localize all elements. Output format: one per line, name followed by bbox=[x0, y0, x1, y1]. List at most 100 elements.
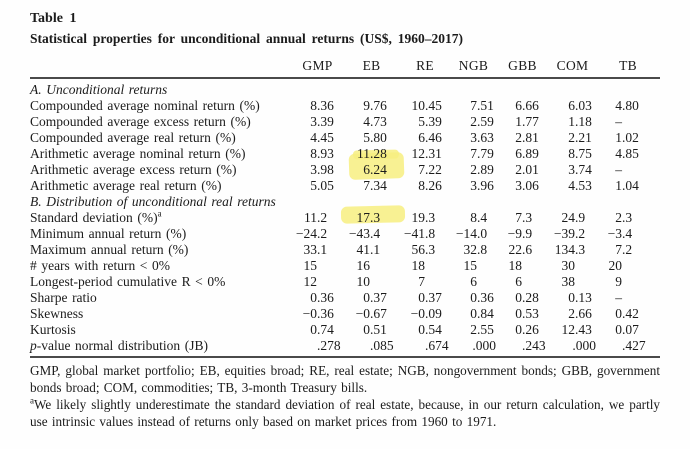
cell-integer-part: 4 bbox=[615, 98, 622, 113]
cell-fraction-part: .76 bbox=[370, 98, 387, 113]
cell-integer-part: 4 bbox=[568, 178, 575, 193]
cell-fraction-part: .45 bbox=[425, 98, 442, 113]
cell-integer-part: 0 bbox=[615, 306, 622, 321]
cell-fraction-part: .13 bbox=[575, 290, 592, 305]
table-cell: 3.06 bbox=[496, 178, 549, 194]
cell-integer-part: 1 bbox=[615, 130, 622, 145]
table-cell: −3.4 bbox=[596, 226, 660, 242]
cell-fraction-part: .51 bbox=[477, 98, 494, 113]
cell-integer-part: −0 bbox=[410, 306, 425, 321]
cell-fraction-part bbox=[522, 258, 549, 274]
table-row: Skewness −0.36 −0.67 −0.09 0.84 0.53 2.66 0.42 bbox=[30, 306, 660, 322]
cell-integer-part: 1 bbox=[515, 114, 522, 129]
table-cell: 2.55 bbox=[451, 322, 496, 338]
table-cell: 9 bbox=[596, 274, 660, 290]
cell-fraction-part: .22 bbox=[425, 162, 442, 177]
table-cell: 1.02 bbox=[596, 130, 660, 146]
table-cell: 5.80 bbox=[344, 130, 399, 146]
table-cell: −0.09 bbox=[399, 306, 451, 322]
row-label: Arithmetic average real return (%) bbox=[30, 178, 222, 193]
cell-fraction-part: .66 bbox=[522, 98, 539, 113]
cell-fraction-part: .2 bbox=[317, 226, 328, 241]
cell-integer-part: – bbox=[615, 290, 622, 305]
cell-fraction-part: .34 bbox=[370, 178, 387, 193]
table-cell: 33.1 bbox=[291, 242, 344, 258]
cell-integer-part: 5 bbox=[363, 130, 370, 145]
cell-integer-part: 8 bbox=[310, 98, 317, 113]
table-header-row: GMP EB RE NGB GBB COM TB bbox=[30, 57, 660, 75]
table-cell: .427 bbox=[596, 338, 660, 354]
cell-integer-part: 8 bbox=[470, 210, 477, 225]
cell-fraction-part: .37 bbox=[370, 290, 387, 305]
cell-integer-part: 0 bbox=[418, 322, 425, 337]
cell-integer-part: 33 bbox=[303, 242, 318, 257]
table-cell: 2.81 bbox=[496, 130, 549, 146]
table-row: Minimum annual return (%) −24.2 −43.4 −41.8… bbox=[30, 226, 660, 242]
cell-fraction-part: .39 bbox=[425, 114, 442, 129]
cell-integer-part: 38 bbox=[561, 274, 576, 289]
table-row: Kurtosis 0.74 0.51 0.54 2.55 0.26 12.43 0.07 bbox=[30, 322, 660, 338]
cell-integer-part: 2 bbox=[470, 162, 477, 177]
table-cell: .243 bbox=[496, 338, 549, 354]
row-label-spacer bbox=[30, 57, 291, 75]
table-cell: 18 bbox=[496, 258, 549, 274]
cell-integer-part: 0 bbox=[515, 290, 522, 305]
cell-integer-part: 12 bbox=[303, 274, 318, 289]
cell-fraction-part: .37 bbox=[425, 290, 442, 305]
row-label: Sharpe ratio bbox=[30, 290, 97, 305]
cell-fraction-part: .3 bbox=[370, 210, 381, 225]
cell-fraction-part bbox=[622, 114, 660, 130]
cell-fraction-part: .75 bbox=[575, 146, 592, 161]
cell-fraction-part: .8 bbox=[425, 226, 436, 241]
column-header-gbb: GBB bbox=[508, 58, 537, 73]
cell-fraction-part: .0 bbox=[477, 226, 488, 241]
cell-integer-part: 7 bbox=[470, 98, 477, 113]
table-cell: 0.54 bbox=[399, 322, 451, 338]
cell-fraction-part: .36 bbox=[317, 98, 334, 113]
cell-fraction-part bbox=[622, 274, 660, 290]
cell-fraction-part: .67 bbox=[370, 306, 387, 321]
row-label: Maximum annual return (%) bbox=[30, 242, 189, 257]
cell-integer-part: 2 bbox=[470, 322, 477, 337]
cell-integer-part: 0 bbox=[568, 290, 575, 305]
table-cell: 16 bbox=[344, 258, 399, 274]
cell-fraction-part: .74 bbox=[317, 322, 334, 337]
footnote-abbreviations: GMP, global market portfolio; EB, equiti… bbox=[30, 362, 660, 396]
footnote-a-text: We likely slightly underestimate the sta… bbox=[30, 397, 660, 429]
cell-integer-part: −3 bbox=[607, 226, 622, 241]
row-label: Compounded average real return (%) bbox=[30, 130, 236, 145]
table-cell: 1.18 bbox=[549, 114, 596, 130]
cell-fraction-part: .4 bbox=[622, 226, 633, 241]
cell-integer-part: 12 bbox=[561, 322, 576, 337]
table-cell: 9.76 bbox=[344, 98, 399, 114]
cell-fraction-part: .18 bbox=[575, 114, 592, 129]
cell-integer-part: 3 bbox=[310, 114, 317, 129]
cell-fraction-part bbox=[370, 274, 399, 290]
cell-integer-part: 0 bbox=[363, 290, 370, 305]
cell-fraction-part: .42 bbox=[622, 306, 639, 321]
table-cell: 6.46 bbox=[399, 130, 451, 146]
cell-fraction-part: .84 bbox=[477, 306, 494, 321]
cell-fraction-part: .000 bbox=[572, 338, 596, 353]
table-cell: 0.36 bbox=[451, 290, 496, 306]
table-cell: 30 bbox=[549, 258, 596, 274]
table-row: Longest-period cumulative R < 0% 12 10 7 6 6 3… bbox=[30, 274, 660, 290]
cell-fraction-part: .39 bbox=[317, 114, 334, 129]
table-cell: 1.77 bbox=[496, 114, 549, 130]
table-cell: 134.3 bbox=[549, 242, 596, 258]
table-cell: 4.53 bbox=[549, 178, 596, 194]
cell-fraction-part bbox=[522, 274, 549, 290]
cell-integer-part: 3 bbox=[470, 178, 477, 193]
row-label: Kurtosis bbox=[30, 322, 76, 337]
cell-integer-part: −41 bbox=[403, 226, 425, 241]
column-header-eb: EB bbox=[362, 58, 381, 73]
cell-integer-part: 7 bbox=[615, 242, 622, 257]
cell-integer-part: −43 bbox=[348, 226, 370, 241]
cell-integer-part: 11 bbox=[304, 210, 317, 225]
cell-fraction-part: .89 bbox=[477, 162, 494, 177]
cell-integer-part: 6 bbox=[515, 98, 522, 113]
table-cell: 3.74 bbox=[549, 162, 596, 178]
cell-integer-part: 3 bbox=[568, 162, 575, 177]
cell-integer-part: 1 bbox=[568, 114, 575, 129]
